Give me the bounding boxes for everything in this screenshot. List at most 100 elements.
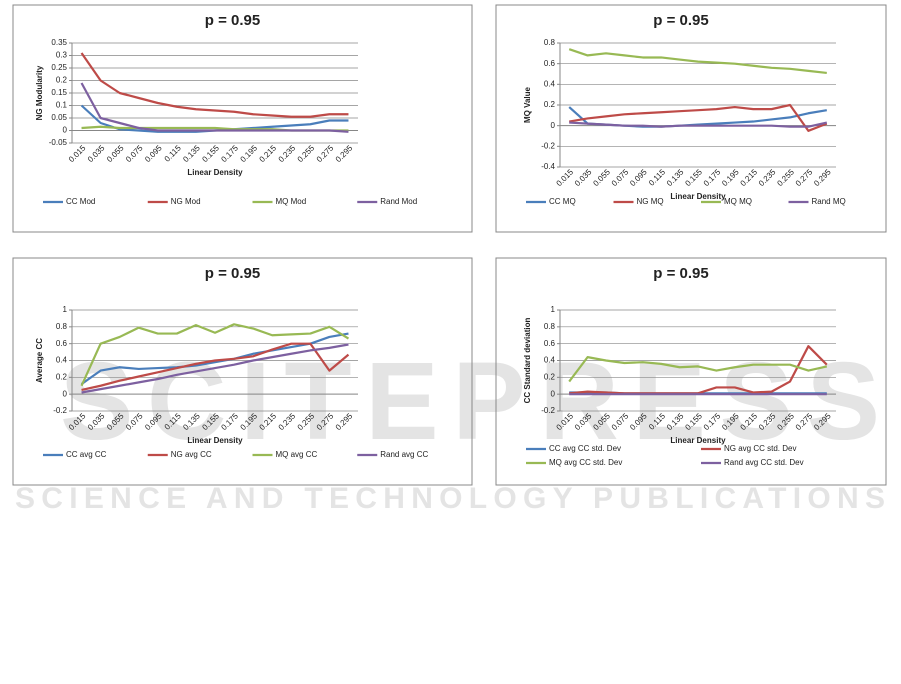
y-tick-label: 0.4 [56,356,68,365]
y-tick-label: 0 [63,389,68,398]
y-tick-label: 0.25 [51,63,67,72]
y-tick-label: 0.1 [56,101,68,110]
chart-frame [495,4,887,233]
y-tick-label: 0.35 [51,38,67,47]
x-tick-label: 0.155 [683,167,704,188]
x-axis-title: Linear Density [187,436,243,445]
y-tick-label: 1 [63,305,68,314]
y-tick-label: 0.2 [544,100,556,109]
series-line [81,342,350,392]
series-line [80,323,350,387]
y-tick-label: 0 [551,389,556,398]
legend-label: MQ MQ [724,197,752,206]
x-tick-label: 0.155 [200,143,221,164]
legend-label: MQ avg CC [276,450,318,459]
legend-label: CC avg CC [66,450,107,459]
y-tick-label: 0 [551,121,556,130]
y-tick-label: -0.2 [541,141,555,150]
y-tick-label: -0.2 [53,406,67,415]
y-axis-title: MQ Value [523,86,532,123]
y-tick-label: 0.4 [544,79,556,88]
series-line [569,103,828,132]
x-tick-label: 0.195 [720,167,741,188]
y-tick-label: 0.6 [544,339,556,348]
x-tick-label: 0.275 [315,143,336,164]
y-tick-label: -0.05 [49,138,68,147]
legend-label: CC MQ [549,197,576,206]
legend-label: Rand avg CC [380,450,428,459]
x-tick-label: 0.015 [555,167,576,188]
legend-label: MQ avg CC std. Dev [549,458,622,467]
x-tick-label: 0.175 [702,167,723,188]
x-tick-label: 0.295 [334,143,355,164]
x-tick-label: 0.015 [67,143,88,164]
y-tick-label: 0.6 [544,59,556,68]
y-tick-label: -0.4 [541,162,555,171]
chart-title: p = 0.95 [653,265,708,282]
x-axis-title: Linear Density [670,436,726,445]
legend-label: Rand avg CC std. Dev [724,458,804,467]
x-tick-label: 0.135 [665,167,686,188]
series-line [569,121,828,128]
x-tick-label: 0.035 [573,167,594,188]
series-line [80,52,349,118]
y-tick-label: 0.4 [544,356,556,365]
legend-label: NG avg CC [171,450,212,459]
x-tick-label: 0.215 [258,143,279,164]
x-tick-label: 0.055 [105,143,126,164]
series-line [81,343,349,394]
x-tick-label: 0.075 [124,143,145,164]
legend-label: NG Mod [171,197,201,206]
series-line [80,82,349,133]
legend-label: NG avg CC std. Dev [724,444,796,453]
y-tick-label: -0.2 [541,406,555,415]
y-tick-label: 0.3 [56,51,68,60]
x-axis-title: Linear Density [670,192,726,201]
legend-label: CC Mod [66,197,95,206]
x-tick-label: 0.115 [647,167,667,187]
legend-label: CC avg CC std. Dev [549,444,621,453]
series-line [568,48,827,75]
y-tick-label: 0.8 [544,38,556,47]
x-tick-label: 0.135 [181,143,202,164]
y-axis-title: Average CC [35,338,44,383]
y-tick-label: 0 [63,126,68,135]
x-tick-label: 0.275 [794,167,815,188]
chart-title: p = 0.95 [205,265,260,282]
x-tick-label: 0.255 [296,143,317,164]
series-line [568,356,828,383]
x-tick-label: 0.215 [739,167,760,188]
legend-label: NG MQ [637,197,664,206]
legend-label: Rand Mod [380,197,417,206]
x-tick-label: 0.115 [163,143,183,163]
x-tick-label: 0.075 [610,167,631,188]
x-axis-title: Linear Density [187,168,243,177]
x-tick-label: 0.235 [757,167,778,188]
y-axis-title: NG Modularity [35,65,44,120]
chart-title: p = 0.95 [205,12,260,29]
x-tick-label: 0.055 [591,167,612,188]
chart-frame [12,4,473,233]
chart: p = 0.95-0.4-0.200.20.40.60.80.0150.0350… [495,4,887,233]
y-tick-label: 1 [551,305,556,314]
y-axis-title: CC Standard deviation [523,317,532,403]
x-tick-label: 0.255 [775,167,796,188]
y-tick-label: 0.2 [56,76,68,85]
chart-title: p = 0.95 [653,12,708,29]
y-tick-label: 0.8 [56,322,68,331]
y-tick-label: 0.05 [51,113,67,122]
legend-label: MQ Mod [276,197,307,206]
y-tick-label: 0.8 [544,322,556,331]
chart-frame [12,257,473,486]
y-tick-label: 0.2 [544,372,556,381]
chart: p = 0.95 -0.05 0 0.05 0.1 0.15 0.2 0.25 0.3 0.35 0… [12,4,473,233]
y-tick-label: 0.6 [56,339,68,348]
y-tick-label: 0.15 [51,88,67,97]
x-tick-label: 0.035 [86,143,107,164]
watermark-subtitle: SCIENCE AND TECHNOLOGY PUBLICATIONS [15,482,885,515]
series-line [80,332,349,385]
chart-frame [495,257,887,486]
x-tick-label: 0.195 [239,143,260,164]
